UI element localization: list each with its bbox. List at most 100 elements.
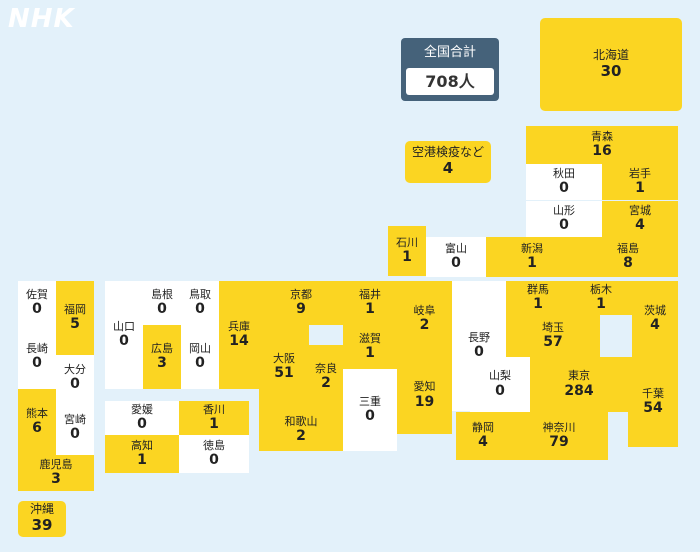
prefecture-name: 徳島 xyxy=(203,438,225,452)
prefecture-saga[interactable]: 佐賀 0 xyxy=(18,281,56,325)
prefecture-count: 51 xyxy=(274,365,294,382)
prefecture-aichi[interactable]: 愛知 19 xyxy=(397,357,452,434)
prefecture-name: 岩手 xyxy=(629,166,651,180)
prefecture-ibaraki[interactable]: 茨城 4 xyxy=(632,281,678,357)
prefecture-saitama[interactable]: 埼玉 57 xyxy=(506,315,600,357)
prefecture-count: 0 xyxy=(495,382,505,399)
prefecture-count: 4 xyxy=(478,434,488,451)
prefecture-name: 滋賀 xyxy=(359,331,381,345)
prefecture-name: 群馬 xyxy=(527,282,549,296)
prefecture-count: 0 xyxy=(32,355,42,372)
prefecture-fukushima[interactable]: 福島 8 xyxy=(578,237,678,277)
prefecture-count: 4 xyxy=(635,217,645,234)
nhk-logo: NHK xyxy=(8,4,75,34)
prefecture-name: 山形 xyxy=(553,203,575,217)
prefecture-name: 宮城 xyxy=(629,203,651,217)
prefecture-count: 2 xyxy=(296,428,306,445)
prefecture-name: 香川 xyxy=(203,402,225,416)
prefecture-kagawa[interactable]: 香川 1 xyxy=(179,401,249,435)
prefecture-count: 2 xyxy=(321,375,331,392)
prefecture-name: 奈良 xyxy=(315,361,337,375)
prefecture-count: 3 xyxy=(51,471,61,488)
prefecture-count: 1 xyxy=(533,296,543,313)
prefecture-osaka[interactable]: 大阪 51 xyxy=(259,325,309,409)
prefecture-name: 福島 xyxy=(617,241,639,255)
prefecture-count: 39 xyxy=(31,516,53,535)
prefecture-chiba[interactable]: 千葉 54 xyxy=(628,357,678,447)
prefecture-hokkaido[interactable]: 北海道 30 xyxy=(540,18,682,111)
prefecture-name: 熊本 xyxy=(26,406,48,420)
prefecture-count: 1 xyxy=(402,249,412,266)
prefecture-kyoto[interactable]: 京都 9 xyxy=(259,281,343,325)
prefecture-name: 三重 xyxy=(359,394,381,408)
prefecture-ishikawa[interactable]: 石川 1 xyxy=(388,226,426,276)
prefecture-gifu[interactable]: 岐阜 2 xyxy=(397,281,452,357)
prefecture-name: 富山 xyxy=(445,241,467,255)
prefecture-count: 1 xyxy=(635,180,645,197)
prefecture-name: 広島 xyxy=(151,341,173,355)
prefecture-name: 和歌山 xyxy=(284,414,318,428)
prefecture-nagasaki[interactable]: 長崎 0 xyxy=(18,325,56,389)
prefecture-kagoshima[interactable]: 鹿児島 3 xyxy=(18,455,94,491)
prefecture-okayama[interactable]: 岡山 0 xyxy=(181,325,219,389)
prefecture-count: 0 xyxy=(474,344,484,361)
prefecture-count: 0 xyxy=(70,426,80,443)
prefecture-niigata[interactable]: 新潟 1 xyxy=(486,237,578,277)
prefecture-hyogo[interactable]: 兵庫 14 xyxy=(219,281,259,389)
airport-quarantine-tile[interactable]: 空港検疫など 4 xyxy=(405,141,491,183)
prefecture-name: 東京 xyxy=(568,369,590,383)
prefecture-nara[interactable]: 奈良 2 xyxy=(309,345,343,409)
prefecture-gunma[interactable]: 群馬 1 xyxy=(506,281,570,315)
prefecture-tottori[interactable]: 鳥取 0 xyxy=(181,281,219,325)
prefecture-kanagawa[interactable]: 神奈川 79 xyxy=(510,412,608,460)
prefecture-name: 京都 xyxy=(290,287,312,301)
prefecture-miyazaki[interactable]: 宮崎 0 xyxy=(56,401,94,455)
prefecture-ehime[interactable]: 愛媛 0 xyxy=(105,401,179,435)
prefecture-toyama[interactable]: 富山 0 xyxy=(426,237,486,277)
prefecture-oita[interactable]: 大分 0 xyxy=(56,355,94,401)
prefecture-count: 1 xyxy=(209,416,219,433)
prefecture-tokushima[interactable]: 徳島 0 xyxy=(179,435,249,473)
prefecture-count: 0 xyxy=(365,408,375,425)
prefecture-fukui[interactable]: 福井 1 xyxy=(343,281,397,325)
prefecture-aomori[interactable]: 青森 16 xyxy=(526,126,678,164)
prefecture-mie[interactable]: 三重 0 xyxy=(343,369,397,451)
prefecture-iwate[interactable]: 岩手 1 xyxy=(602,164,678,200)
prefecture-tokyo[interactable]: 東京 284 xyxy=(530,357,628,412)
prefecture-wakayama[interactable]: 和歌山 2 xyxy=(259,409,343,451)
prefecture-count: 16 xyxy=(592,143,612,160)
prefecture-name: 高知 xyxy=(131,438,153,452)
national-total-value: 708人 xyxy=(406,68,494,95)
prefecture-yamanashi[interactable]: 山梨 0 xyxy=(470,357,530,412)
prefecture-name: 大分 xyxy=(64,362,86,376)
prefecture-count: 54 xyxy=(643,400,663,417)
prefecture-shiga[interactable]: 滋賀 1 xyxy=(343,325,397,369)
prefecture-count: 2 xyxy=(419,317,430,334)
prefecture-name: 山口 xyxy=(113,319,135,333)
prefecture-shizuoka[interactable]: 静岡 4 xyxy=(456,412,510,460)
prefecture-count: 0 xyxy=(195,355,205,372)
prefecture-count: 0 xyxy=(559,180,569,197)
prefecture-name: 静岡 xyxy=(472,420,494,434)
prefecture-yamagata[interactable]: 山形 0 xyxy=(526,201,602,237)
prefecture-hiroshima[interactable]: 広島 3 xyxy=(143,325,181,389)
prefecture-name: 栃木 xyxy=(590,282,612,296)
prefecture-count: 57 xyxy=(543,334,563,351)
prefecture-count: 3 xyxy=(157,355,167,372)
prefecture-akita[interactable]: 秋田 0 xyxy=(526,164,602,200)
prefecture-count: 0 xyxy=(451,255,461,272)
prefecture-count: 0 xyxy=(70,376,80,393)
prefecture-yamaguchi[interactable]: 山口 0 xyxy=(105,281,143,389)
prefecture-tochigi[interactable]: 栃木 1 xyxy=(570,281,632,315)
prefecture-count: 0 xyxy=(119,333,129,350)
prefecture-miyagi[interactable]: 宮城 4 xyxy=(602,201,678,237)
prefecture-count: 1 xyxy=(365,301,375,318)
prefecture-name: 山梨 xyxy=(489,369,511,383)
prefecture-okinawa[interactable]: 沖縄 39 xyxy=(18,501,66,537)
prefecture-shimane[interactable]: 島根 0 xyxy=(143,281,181,325)
prefecture-kumamoto[interactable]: 熊本 6 xyxy=(18,389,56,455)
prefecture-count: 0 xyxy=(559,217,569,234)
prefecture-kochi[interactable]: 高知 1 xyxy=(105,435,179,473)
prefecture-name: 沖縄 xyxy=(29,502,54,517)
prefecture-fukuoka[interactable]: 福岡 5 xyxy=(56,281,94,355)
